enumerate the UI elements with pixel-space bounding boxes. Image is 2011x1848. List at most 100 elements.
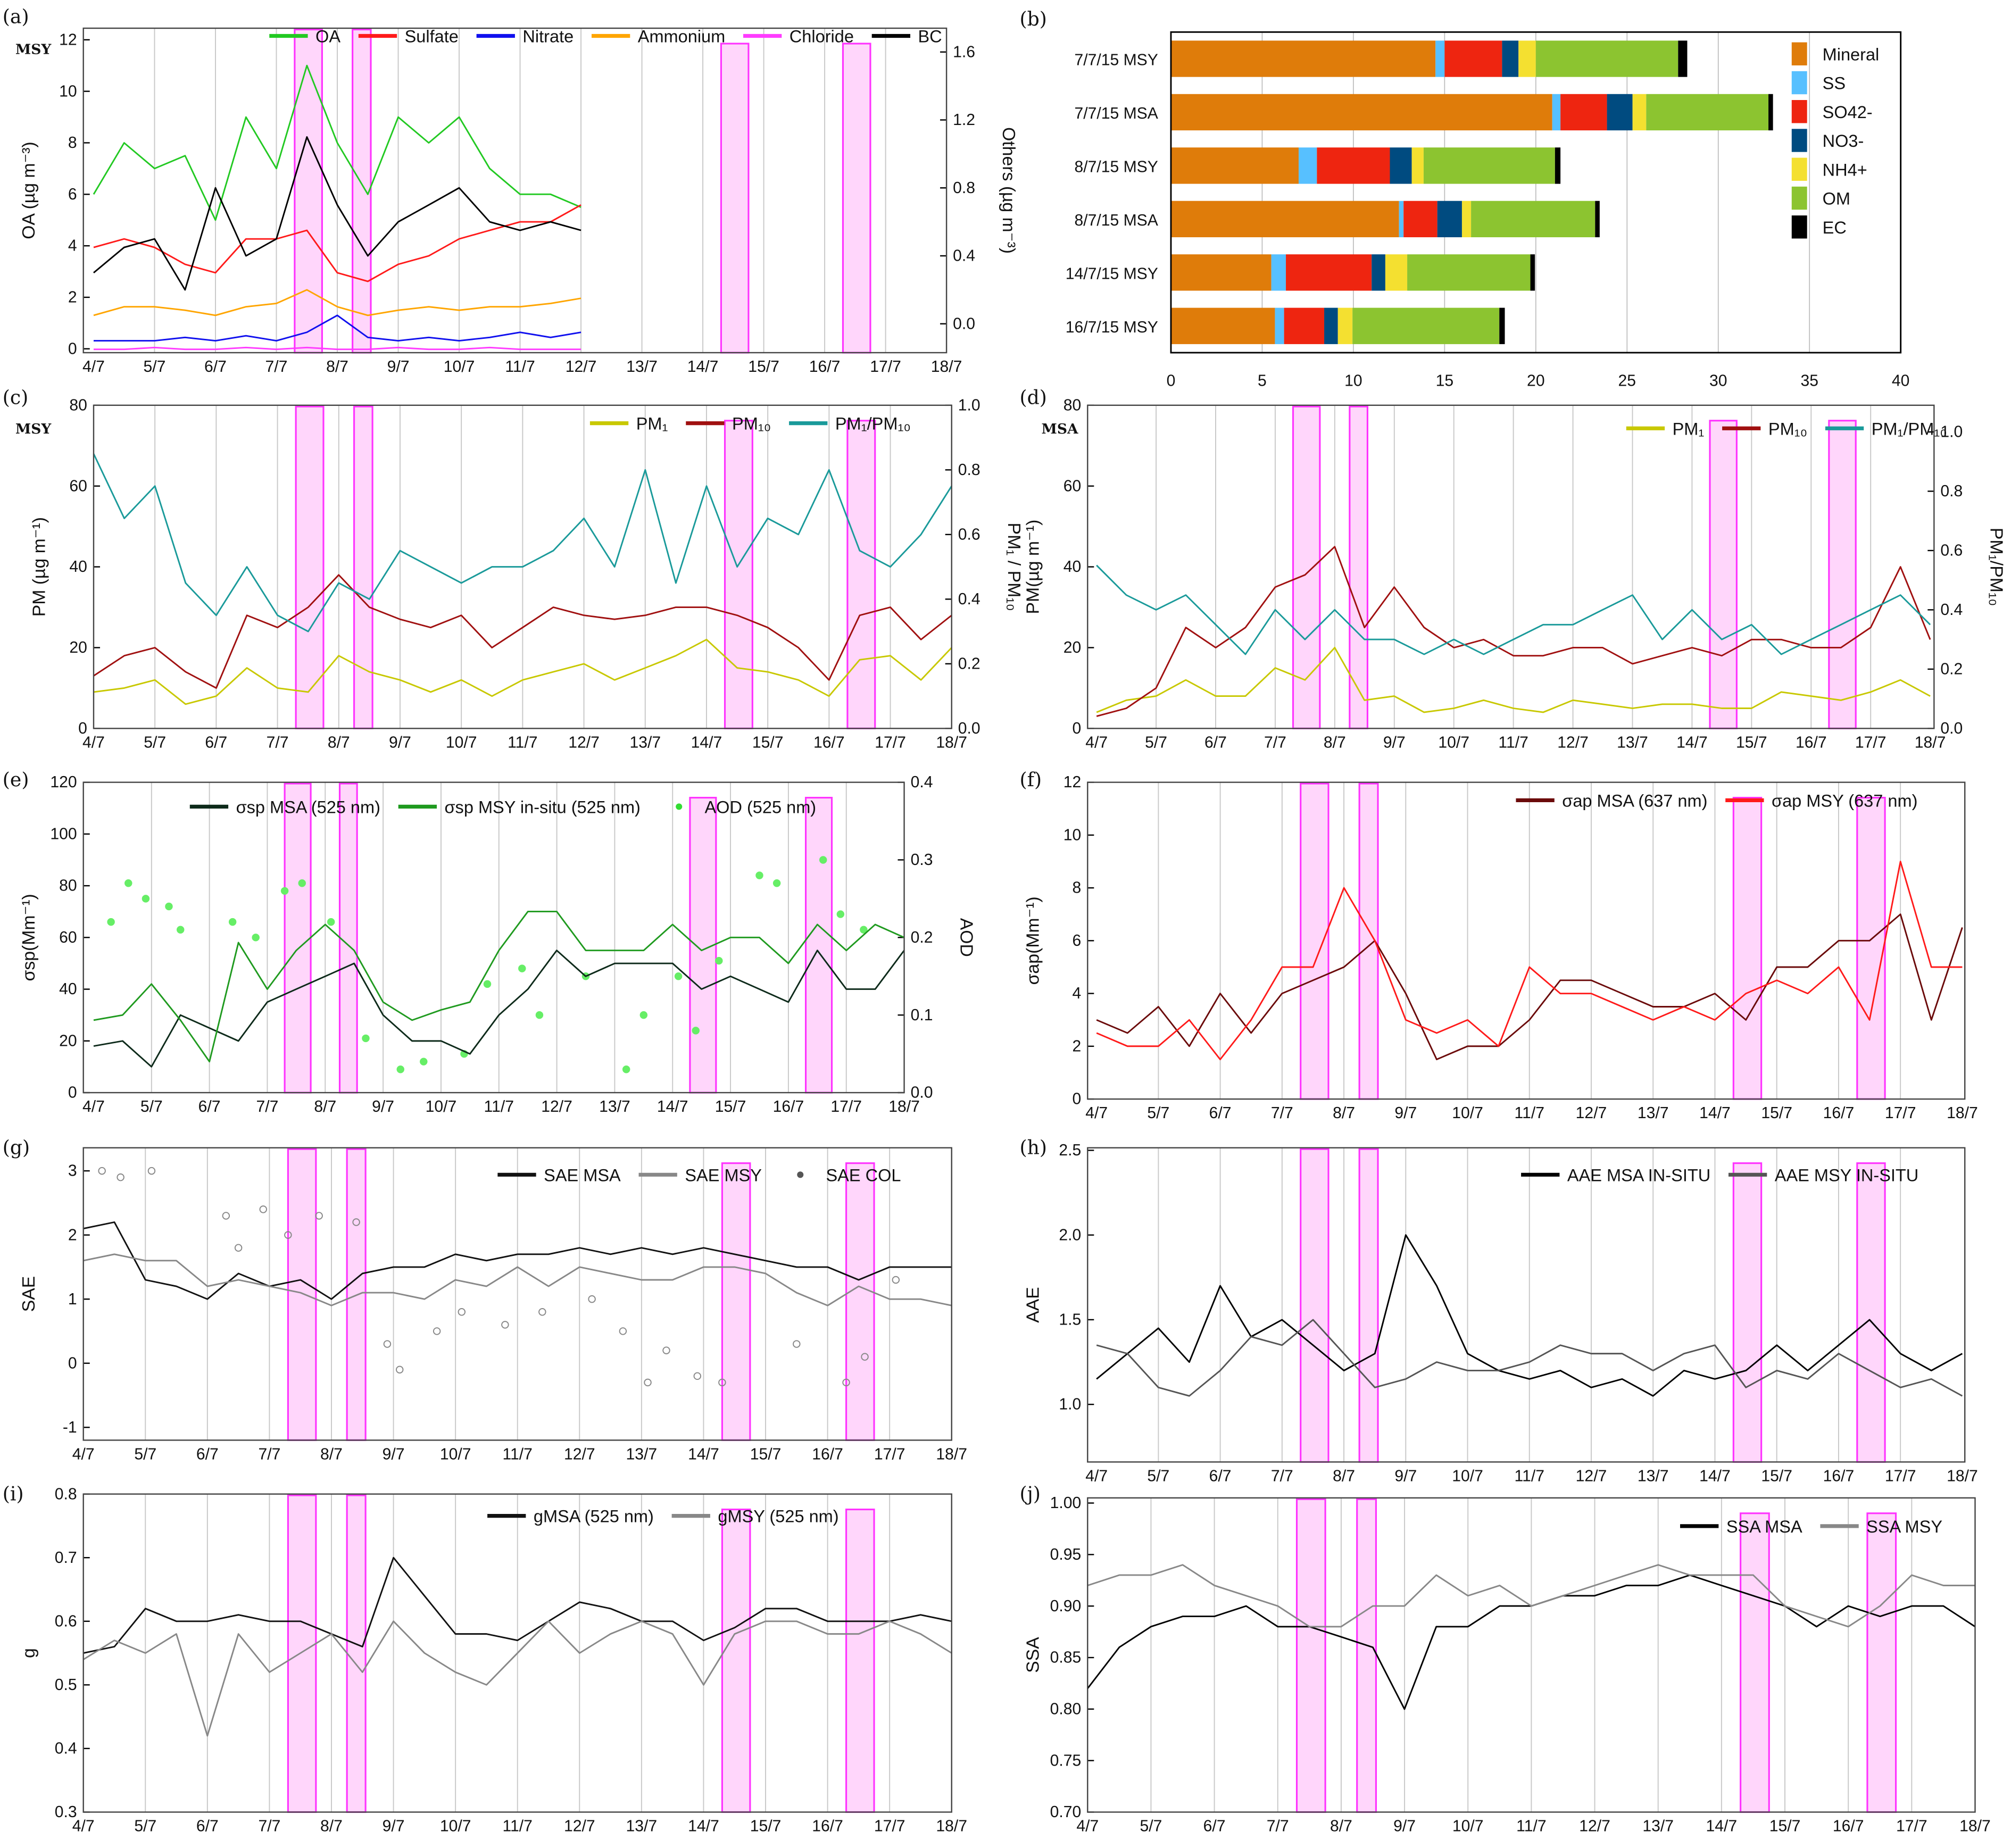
event-highlight xyxy=(1732,796,1763,1100)
x-tick-label: 18/7 xyxy=(931,358,962,376)
legend-label: PM₁₀ xyxy=(1768,419,1807,438)
bar-segment-ec xyxy=(1530,254,1535,291)
panel-letter: (b) xyxy=(1020,7,1047,30)
plot-frame xyxy=(1170,31,1902,354)
x-tick-label: 12/7 xyxy=(564,1818,595,1835)
scatter-point xyxy=(644,1378,652,1387)
x-tick-label: 5/7 xyxy=(140,1098,163,1116)
bar-segment-ec xyxy=(1595,201,1600,238)
bar-segment-ss xyxy=(1552,94,1561,131)
x-tick-label: 14/7 xyxy=(688,1818,719,1835)
y-left-tick-label: 0.75 xyxy=(1050,1752,1082,1769)
x-tick-label: 7/7 xyxy=(1267,1818,1289,1835)
y-left-tick-label: 0.95 xyxy=(1050,1546,1082,1563)
panel-letter: (i) xyxy=(3,1483,24,1505)
scatter-point xyxy=(352,1218,360,1226)
legend-label: σsp MSY in-situ (525 nm) xyxy=(444,797,640,817)
x-tick-label: 13/7 xyxy=(1617,734,1648,752)
panel-letter: (c) xyxy=(3,386,28,409)
y-left-tick-label: 2.5 xyxy=(1059,1142,1081,1159)
legend-label: Nitrate xyxy=(522,27,574,46)
y-left-axis-label: PM(µg m⁻¹) xyxy=(1023,520,1043,614)
x-tick-label: 17/7 xyxy=(1885,1104,1916,1122)
bar-segment-no3 xyxy=(1607,94,1633,131)
scatter-point xyxy=(98,1167,106,1175)
event-highlight xyxy=(846,420,876,729)
scatter-point xyxy=(117,1173,124,1181)
x-tick-label: 16/7 xyxy=(809,358,841,376)
y-right-tick-label: 0.0 xyxy=(953,315,975,332)
plot-frame xyxy=(93,404,952,729)
y-left-tick-label: 20 xyxy=(69,639,87,656)
plot-frame xyxy=(82,1147,952,1441)
panel-d: (d) MSA 4/7 5/7 6/7 7/7 8/7 9/7 10/7 11/7 12/7 13/7… xyxy=(1020,386,2007,751)
scatter-point xyxy=(228,918,237,926)
series-line-1 xyxy=(93,204,581,282)
x-tick-label: 15/7 xyxy=(1761,1468,1792,1485)
x-tick-label: 13/7 xyxy=(599,1098,630,1116)
bar-segment-ss xyxy=(1435,40,1445,77)
x-tick-label: 4/7 xyxy=(72,1446,95,1463)
series-line-0 xyxy=(1096,647,1931,713)
x-tick-label: 14/7 xyxy=(1699,1104,1731,1122)
event-highlight xyxy=(1856,1162,1886,1463)
y-left-tick-label: 0.6 xyxy=(55,1612,77,1630)
x-tick-label: 10/7 xyxy=(426,1098,457,1116)
scatter-point xyxy=(793,1340,801,1348)
x-tick-label: 4/7 xyxy=(82,734,105,752)
x-tick-label: 7/7 xyxy=(265,358,288,376)
scatter-point xyxy=(142,895,150,903)
bar-segment-nh4 xyxy=(1411,147,1424,184)
x-tick-label: 15/7 xyxy=(1736,734,1767,752)
legend-label: σap MSY (637 nm) xyxy=(1772,791,1917,810)
bar-segment-mineral xyxy=(1170,201,1399,238)
y-left-tick-label: 100 xyxy=(50,825,77,843)
x-tick-label: 9/7 xyxy=(1394,1468,1417,1485)
y-right-tick-label: 0.0 xyxy=(1940,720,1963,737)
scatter-point xyxy=(861,1353,869,1361)
bar-segment-nh4 xyxy=(1461,201,1472,238)
bar-segment-no3 xyxy=(1390,147,1412,184)
event-highlight xyxy=(1349,405,1368,729)
x-tick-label: 15/7 xyxy=(1761,1104,1792,1122)
bar-segment-no3 xyxy=(1324,307,1338,344)
x-tick-label: 16/7 xyxy=(812,1818,843,1835)
plot-frame xyxy=(1087,781,1966,1100)
legend-label: SSA MSY xyxy=(1866,1517,1942,1536)
x-tick-label: 4/7 xyxy=(72,1818,95,1835)
legend-label: PM₁/PM₁₀ xyxy=(835,414,911,434)
x-tick-label: 4/7 xyxy=(1076,1818,1099,1835)
bar-segment-no3 xyxy=(1372,254,1385,291)
scatter-point xyxy=(396,1065,404,1073)
x-tick-label: 17/7 xyxy=(875,734,906,752)
y-right-tick-label: 0.0 xyxy=(958,720,980,737)
scatter-point xyxy=(639,1011,648,1019)
scatter-point xyxy=(588,1295,596,1303)
scatter-point xyxy=(147,1167,156,1175)
y-left-tick-label: 0 xyxy=(68,1084,77,1102)
event-highlight xyxy=(721,1508,751,1813)
series-line-1 xyxy=(1087,1564,1975,1628)
y-left-axis-label: OA (µg m⁻³) xyxy=(19,141,39,239)
y-left-tick-label: 0.8 xyxy=(55,1485,77,1503)
y-left-tick-label: 6 xyxy=(68,186,77,203)
x-tick-label: 6/7 xyxy=(198,1098,221,1116)
bar-segment-om xyxy=(1471,201,1595,238)
event-highlight xyxy=(845,1162,875,1441)
bar-segment-so42 xyxy=(1560,94,1607,131)
scatter-point xyxy=(458,1308,466,1316)
bar-segment-om xyxy=(1646,94,1769,131)
bar-segment-ss xyxy=(1275,307,1284,344)
y-left-axis-label: PM (µg m⁻¹) xyxy=(29,517,49,617)
y-left-tick-label: 1.5 xyxy=(1059,1311,1081,1329)
panel-letter: (h) xyxy=(1020,1136,1047,1159)
x-tick-label: 16/7 xyxy=(1823,1468,1855,1485)
x-tick-label: 13/7 xyxy=(626,1446,658,1463)
x-tick-label: 10 xyxy=(1344,372,1362,390)
scatter-point xyxy=(252,934,260,942)
x-tick-label: 9/7 xyxy=(383,1818,405,1835)
plot-frame xyxy=(82,27,948,354)
series-line-1 xyxy=(1096,861,1963,1061)
x-tick-label: 10/7 xyxy=(444,358,475,376)
y-left-tick-label: 8 xyxy=(68,134,77,152)
